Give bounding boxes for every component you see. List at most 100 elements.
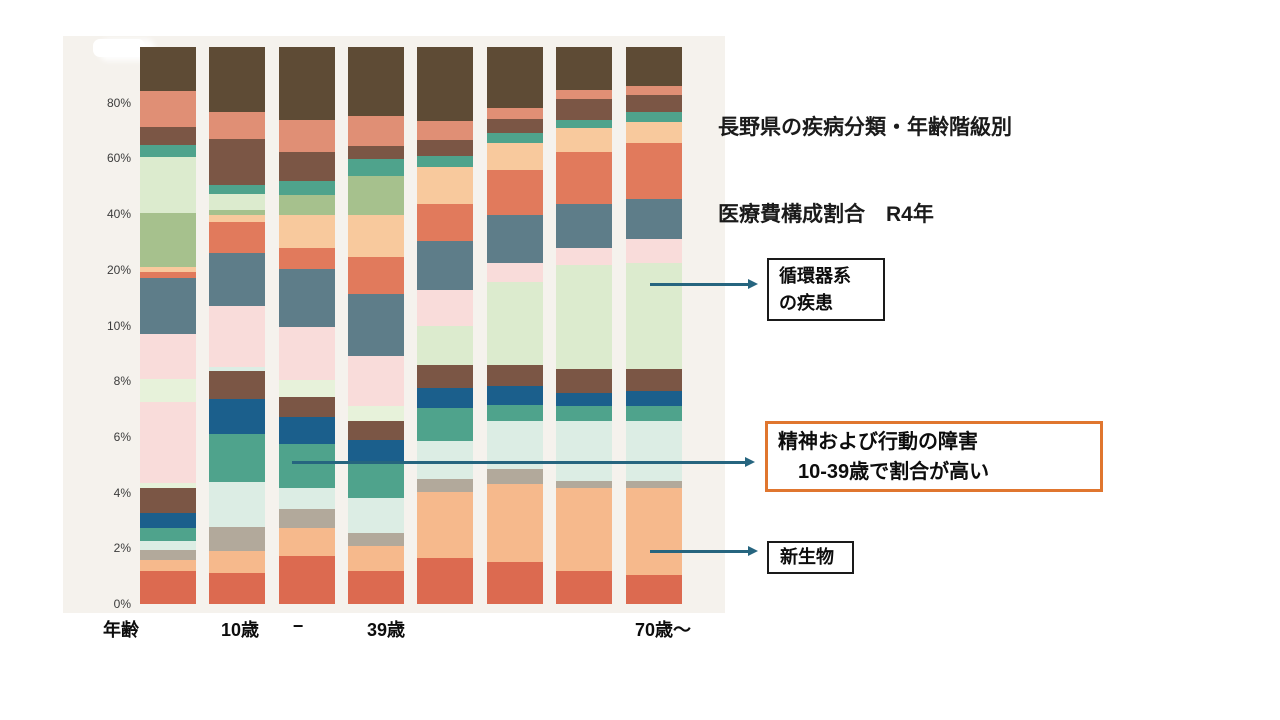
bar-segment-midbrown — [487, 365, 543, 386]
chart-title-line2: 医療費構成割合 R4年 — [718, 203, 934, 226]
bar-segment-midbrown — [209, 139, 265, 186]
bar-segment-slate — [556, 203, 612, 248]
stacked-bar — [417, 47, 473, 604]
bar-segment-vpalegreen — [626, 262, 682, 369]
bar-segment-lightpeach — [279, 528, 335, 557]
y-axis-label: 80% — [106, 95, 131, 110]
bar-segment-gray — [626, 481, 682, 489]
stacked-bar — [279, 47, 335, 604]
bar-segment-lightpeach — [626, 488, 682, 576]
x-axis-label: 10歳 — [220, 620, 260, 640]
bar-segment-darkbrown — [140, 47, 196, 92]
x-axis-label: 70歳～ — [634, 620, 692, 640]
x-axis-label: 39歳 — [366, 620, 406, 640]
bar-segment-olive — [279, 194, 335, 216]
bar-segment-navy — [556, 392, 612, 406]
bar-segment-navy — [279, 417, 335, 444]
bar-segment-pink — [140, 401, 196, 484]
y-axis-label: 2% — [113, 541, 131, 556]
bar-segment-peach — [556, 127, 612, 152]
bar-segment-teal — [348, 158, 404, 176]
y-axis-label: 10% — [106, 318, 131, 333]
y-axis-label: 60% — [106, 151, 131, 166]
bar-segment-pink — [209, 305, 265, 367]
bar-segment-navy — [348, 439, 404, 463]
bar-segment-salmon — [626, 86, 682, 95]
bar-segment-pink — [556, 247, 612, 266]
circulatory-callout-line2: の疾患 — [779, 293, 833, 313]
bar-segment-lightpeach — [209, 550, 265, 574]
bar-segment-teal — [487, 132, 543, 144]
bar-segment-teal — [556, 120, 612, 128]
bar-segment-pink — [417, 289, 473, 327]
bar-segment-darkbrown — [556, 47, 612, 91]
mental-callout-line2: 10-39歳で割合が高い — [778, 461, 990, 483]
bar-segment-palegreen — [140, 379, 196, 402]
bar-segment-orangered — [348, 256, 404, 295]
stacked-bar — [626, 47, 682, 604]
stacked-bar — [348, 47, 404, 604]
bar-segment-teal — [209, 185, 265, 194]
bar-segment-slate — [140, 278, 196, 334]
bar-segment-lightpeach — [556, 488, 612, 572]
bar-segment-darkbrown — [487, 47, 543, 108]
bar-segment-darkbrown — [348, 47, 404, 116]
bar-segment-red — [209, 573, 265, 604]
bar-segment-gray — [209, 526, 265, 551]
bar-segment-orangered — [209, 222, 265, 253]
bar-segment-peach — [140, 267, 196, 273]
bar-segment-slate — [626, 198, 682, 240]
bar-segment-teal — [417, 407, 473, 442]
x-axis-label: − — [292, 616, 304, 636]
bar-segment-slate — [209, 252, 265, 306]
bar-segment-salmon — [556, 90, 612, 99]
bar-segment-salmon — [348, 115, 404, 146]
bar-segment-palemint — [279, 488, 335, 510]
bar-segment-navy — [417, 387, 473, 408]
bar-segment-teal — [417, 155, 473, 167]
bar-segment-midbrown — [487, 118, 543, 133]
bar-segment-red — [348, 571, 404, 604]
bar-segment-pink — [140, 333, 196, 380]
circulatory-callout: 循環器系 の疾患 — [767, 258, 885, 321]
bar-segment-red — [417, 558, 473, 604]
y-axis-label: 4% — [113, 485, 131, 500]
bar-segment-lightpeach — [417, 491, 473, 559]
bar-segment-palegreen — [140, 483, 196, 489]
bar-segment-navy — [626, 390, 682, 406]
bar-segment-midbrown — [626, 369, 682, 391]
bar-segment-orangered — [626, 143, 682, 199]
bar-segment-palemint — [626, 420, 682, 482]
bar-segment-pink — [487, 262, 543, 283]
bar-segment-midbrown — [626, 95, 682, 112]
bar-segment-palemint — [487, 420, 543, 469]
bar-segment-salmon — [209, 111, 265, 140]
bar-segment-navy — [487, 385, 543, 405]
bar-segment-olive — [209, 210, 265, 215]
bar-segment-orangered — [417, 203, 473, 242]
neoplasm-callout: 新生物 — [767, 541, 854, 574]
bar-segment-teal — [209, 433, 265, 482]
bar-segment-gray — [487, 468, 543, 485]
bar-segment-red — [279, 556, 335, 604]
bar-segment-midbrown — [556, 98, 612, 121]
bar-segment-vpalegreen — [140, 156, 196, 213]
bar-segment-orangered — [556, 151, 612, 204]
bar-segment-midbrown — [417, 365, 473, 388]
bar-segment-salmon — [487, 107, 543, 119]
bar-segment-palemint — [140, 541, 196, 550]
whiteout-patch — [93, 39, 145, 57]
bar-segment-teal — [140, 528, 196, 542]
mental-arrow-head-icon — [745, 457, 760, 467]
bar-segment-slate — [348, 294, 404, 357]
mental-callout: 精神および行動の障害 10-39歳で割合が高い — [765, 421, 1103, 492]
bar-segment-palemint — [417, 441, 473, 480]
bar-segment-midbrown — [279, 396, 335, 418]
neoplasm-arrow-head-icon — [748, 546, 763, 556]
bar-segment-vpalegreen — [209, 193, 265, 211]
bar-segment-palegreen — [279, 379, 335, 397]
bar-segment-midbrown — [556, 369, 612, 393]
bar-segment-slate — [279, 269, 335, 328]
bar-segment-teal — [279, 443, 335, 489]
